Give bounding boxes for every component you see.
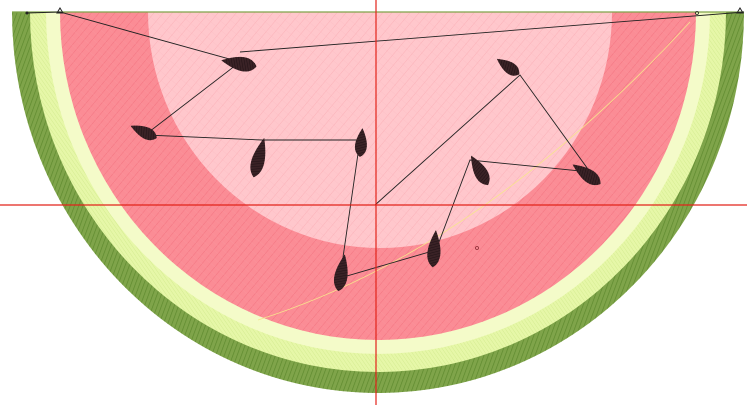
- flesh-center-highlight[interactable]: [148, 12, 612, 248]
- seed[interactable]: [493, 54, 522, 79]
- seed[interactable]: [354, 128, 368, 158]
- seed[interactable]: [247, 136, 270, 179]
- jump-stitch-top: [239, 11, 745, 53]
- seed[interactable]: [220, 53, 258, 73]
- seed[interactable]: [569, 159, 604, 189]
- start-marker-icon: [56, 7, 64, 14]
- seed[interactable]: [465, 152, 493, 188]
- flesh-underlay-stitch: [257, 21, 691, 321]
- seeds-group[interactable]: [128, 53, 604, 292]
- seed[interactable]: [128, 120, 159, 143]
- seed[interactable]: [332, 253, 351, 292]
- stitch-point-marker: [25, 11, 29, 15]
- jump-stitch-path: [26, 11, 591, 279]
- seed[interactable]: [426, 230, 442, 268]
- end-marker-icon: [736, 7, 744, 14]
- stitch-point-marker: [695, 11, 699, 15]
- stitch-point-marker: [475, 246, 479, 250]
